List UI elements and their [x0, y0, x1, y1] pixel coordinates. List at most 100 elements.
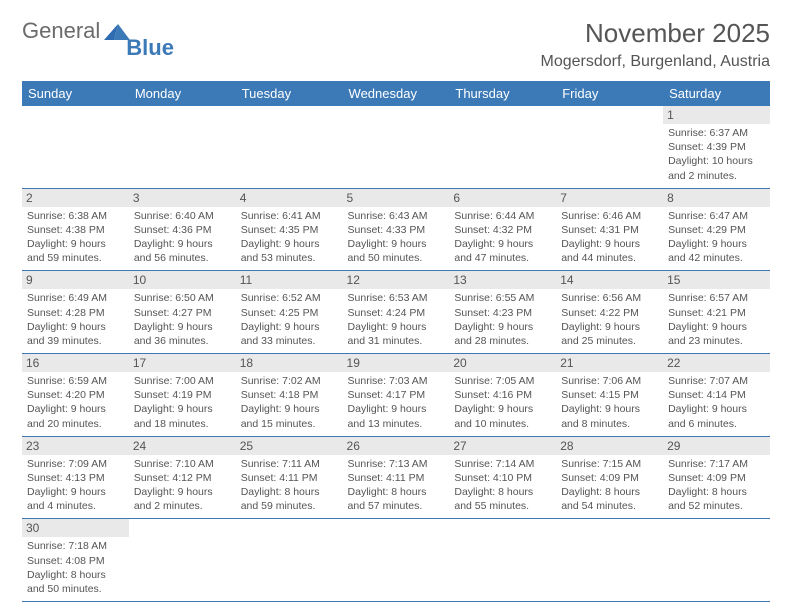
calendar-cell: 29 Sunrise: 7:17 AMSunset: 4:09 PMDayligh…	[663, 436, 770, 519]
sunrise-text: Sunrise: 6:46 AM	[561, 209, 658, 223]
sunrise-text: Sunrise: 6:50 AM	[134, 291, 231, 305]
sunset-text: Sunset: 4:14 PM	[668, 388, 765, 402]
sunset-text: Sunset: 4:24 PM	[348, 306, 445, 320]
daylight-text: Daylight: 9 hours and 25 minutes.	[561, 320, 658, 348]
daylight-text: Daylight: 9 hours and 53 minutes.	[241, 237, 338, 265]
daylight-text: Daylight: 9 hours and 18 minutes.	[134, 402, 231, 430]
daylight-text: Daylight: 9 hours and 39 minutes.	[27, 320, 124, 348]
sunset-text: Sunset: 4:23 PM	[454, 306, 551, 320]
day-header: Monday	[129, 81, 236, 106]
sunrise-text: Sunrise: 7:02 AM	[241, 374, 338, 388]
day-number: 2	[22, 189, 129, 207]
day-number: 6	[449, 189, 556, 207]
day-details: Sunrise: 6:50 AMSunset: 4:27 PMDaylight:…	[134, 291, 231, 348]
calendar-cell	[236, 519, 343, 602]
calendar-week-row: 16Sunrise: 6:59 AMSunset: 4:20 PMDayligh…	[22, 354, 770, 437]
sunset-text: Sunset: 4:21 PM	[668, 306, 765, 320]
sunrise-text: Sunrise: 6:41 AM	[241, 209, 338, 223]
calendar-cell: 13Sunrise: 6:55 AMSunset: 4:23 PMDayligh…	[449, 271, 556, 354]
calendar-cell: 16Sunrise: 6:59 AMSunset: 4:20 PMDayligh…	[22, 354, 129, 437]
sunset-text: Sunset: 4:18 PM	[241, 388, 338, 402]
brand-word1: General	[22, 18, 100, 44]
daylight-text: Daylight: 9 hours and 56 minutes.	[134, 237, 231, 265]
daylight-text: Daylight: 9 hours and 13 minutes.	[348, 402, 445, 430]
daylight-text: Daylight: 8 hours and 55 minutes.	[454, 485, 551, 513]
sunrise-text: Sunrise: 7:07 AM	[668, 374, 765, 388]
sunset-text: Sunset: 4:12 PM	[134, 471, 231, 485]
sunset-text: Sunset: 4:09 PM	[668, 471, 765, 485]
day-details: Sunrise: 6:57 AMSunset: 4:21 PMDaylight:…	[668, 291, 765, 348]
sunrise-text: Sunrise: 7:03 AM	[348, 374, 445, 388]
day-details: Sunrise: 6:44 AMSunset: 4:32 PMDaylight:…	[454, 209, 551, 266]
daylight-text: Daylight: 9 hours and 2 minutes.	[134, 485, 231, 513]
sunrise-text: Sunrise: 7:13 AM	[348, 457, 445, 471]
day-details: Sunrise: 6:38 AMSunset: 4:38 PMDaylight:…	[27, 209, 124, 266]
sunset-text: Sunset: 4:36 PM	[134, 223, 231, 237]
day-header: Tuesday	[236, 81, 343, 106]
day-number: 9	[22, 271, 129, 289]
day-details: Sunrise: 6:47 AMSunset: 4:29 PMDaylight:…	[668, 209, 765, 266]
day-number: 23	[22, 437, 129, 455]
sunrise-text: Sunrise: 7:18 AM	[27, 539, 124, 553]
day-details: Sunrise: 7:17 AMSunset: 4:09 PMDaylight:…	[668, 457, 765, 514]
day-header: Saturday	[663, 81, 770, 106]
day-details: Sunrise: 6:49 AMSunset: 4:28 PMDaylight:…	[27, 291, 124, 348]
calendar-cell: 14 Sunrise: 6:56 AMSunset: 4:22 PMDayligh…	[556, 271, 663, 354]
sunrise-text: Sunrise: 7:05 AM	[454, 374, 551, 388]
calendar-cell: 19Sunrise: 7:03 AMSunset: 4:17 PMDayligh…	[343, 354, 450, 437]
sunset-text: Sunset: 4:29 PM	[668, 223, 765, 237]
day-number: 14	[556, 271, 663, 289]
daylight-text: Daylight: 10 hours and 2 minutes.	[668, 154, 765, 182]
sunrise-text: Sunrise: 6:53 AM	[348, 291, 445, 305]
calendar-week-row: 2 Sunrise: 6:38 AMSunset: 4:38 PMDaylight…	[22, 188, 770, 271]
sunrise-text: Sunrise: 7:00 AM	[134, 374, 231, 388]
sunrise-text: Sunrise: 6:59 AM	[27, 374, 124, 388]
sunset-text: Sunset: 4:08 PM	[27, 554, 124, 568]
calendar-cell: 12Sunrise: 6:53 AMSunset: 4:24 PMDayligh…	[343, 271, 450, 354]
day-number: 1	[663, 106, 770, 124]
sunrise-text: Sunrise: 6:55 AM	[454, 291, 551, 305]
daylight-text: Daylight: 8 hours and 52 minutes.	[668, 485, 765, 513]
sunset-text: Sunset: 4:33 PM	[348, 223, 445, 237]
calendar-cell: 2 Sunrise: 6:38 AMSunset: 4:38 PMDaylight…	[22, 188, 129, 271]
day-details: Sunrise: 7:07 AMSunset: 4:14 PMDaylight:…	[668, 374, 765, 431]
daylight-text: Daylight: 8 hours and 59 minutes.	[241, 485, 338, 513]
sunrise-text: Sunrise: 6:57 AM	[668, 291, 765, 305]
daylight-text: Daylight: 8 hours and 50 minutes.	[27, 568, 124, 596]
day-details: Sunrise: 6:46 AMSunset: 4:31 PMDaylight:…	[561, 209, 658, 266]
calendar-cell: 22Sunrise: 7:07 AMSunset: 4:14 PMDayligh…	[663, 354, 770, 437]
sunset-text: Sunset: 4:16 PM	[454, 388, 551, 402]
page-header: General Blue November 2025 Mogersdorf, B…	[22, 18, 770, 71]
calendar-cell: 24Sunrise: 7:10 AMSunset: 4:12 PMDayligh…	[129, 436, 236, 519]
calendar-cell: 4Sunrise: 6:41 AMSunset: 4:35 PMDaylight…	[236, 188, 343, 271]
sunrise-text: Sunrise: 6:47 AM	[668, 209, 765, 223]
day-number: 7	[556, 189, 663, 207]
day-details: Sunrise: 6:41 AMSunset: 4:35 PMDaylight:…	[241, 209, 338, 266]
calendar-cell: 25Sunrise: 7:11 AMSunset: 4:11 PMDayligh…	[236, 436, 343, 519]
sunset-text: Sunset: 4:31 PM	[561, 223, 658, 237]
daylight-text: Daylight: 9 hours and 50 minutes.	[348, 237, 445, 265]
calendar-cell: 3Sunrise: 6:40 AMSunset: 4:36 PMDaylight…	[129, 188, 236, 271]
daylight-text: Daylight: 9 hours and 36 minutes.	[134, 320, 231, 348]
day-details: Sunrise: 7:11 AMSunset: 4:11 PMDaylight:…	[241, 457, 338, 514]
calendar-cell: 18Sunrise: 7:02 AMSunset: 4:18 PMDayligh…	[236, 354, 343, 437]
day-header: Friday	[556, 81, 663, 106]
day-details: Sunrise: 6:56 AMSunset: 4:22 PMDaylight:…	[561, 291, 658, 348]
calendar-cell: 21Sunrise: 7:06 AMSunset: 4:15 PMDayligh…	[556, 354, 663, 437]
day-number: 15	[663, 271, 770, 289]
day-details: Sunrise: 6:43 AMSunset: 4:33 PMDaylight:…	[348, 209, 445, 266]
sunrise-text: Sunrise: 6:49 AM	[27, 291, 124, 305]
day-details: Sunrise: 6:52 AMSunset: 4:25 PMDaylight:…	[241, 291, 338, 348]
day-details: Sunrise: 7:15 AMSunset: 4:09 PMDaylight:…	[561, 457, 658, 514]
day-number: 29	[663, 437, 770, 455]
calendar-cell: 9 Sunrise: 6:49 AMSunset: 4:28 PMDaylight…	[22, 271, 129, 354]
day-details: Sunrise: 7:14 AMSunset: 4:10 PMDaylight:…	[454, 457, 551, 514]
calendar-cell: 7 Sunrise: 6:46 AMSunset: 4:31 PMDaylight…	[556, 188, 663, 271]
sunset-text: Sunset: 4:32 PM	[454, 223, 551, 237]
calendar-cell	[449, 106, 556, 188]
sunrise-text: Sunrise: 7:14 AM	[454, 457, 551, 471]
day-details: Sunrise: 7:13 AMSunset: 4:11 PMDaylight:…	[348, 457, 445, 514]
day-number: 3	[129, 189, 236, 207]
day-header: Thursday	[449, 81, 556, 106]
day-number: 16	[22, 354, 129, 372]
